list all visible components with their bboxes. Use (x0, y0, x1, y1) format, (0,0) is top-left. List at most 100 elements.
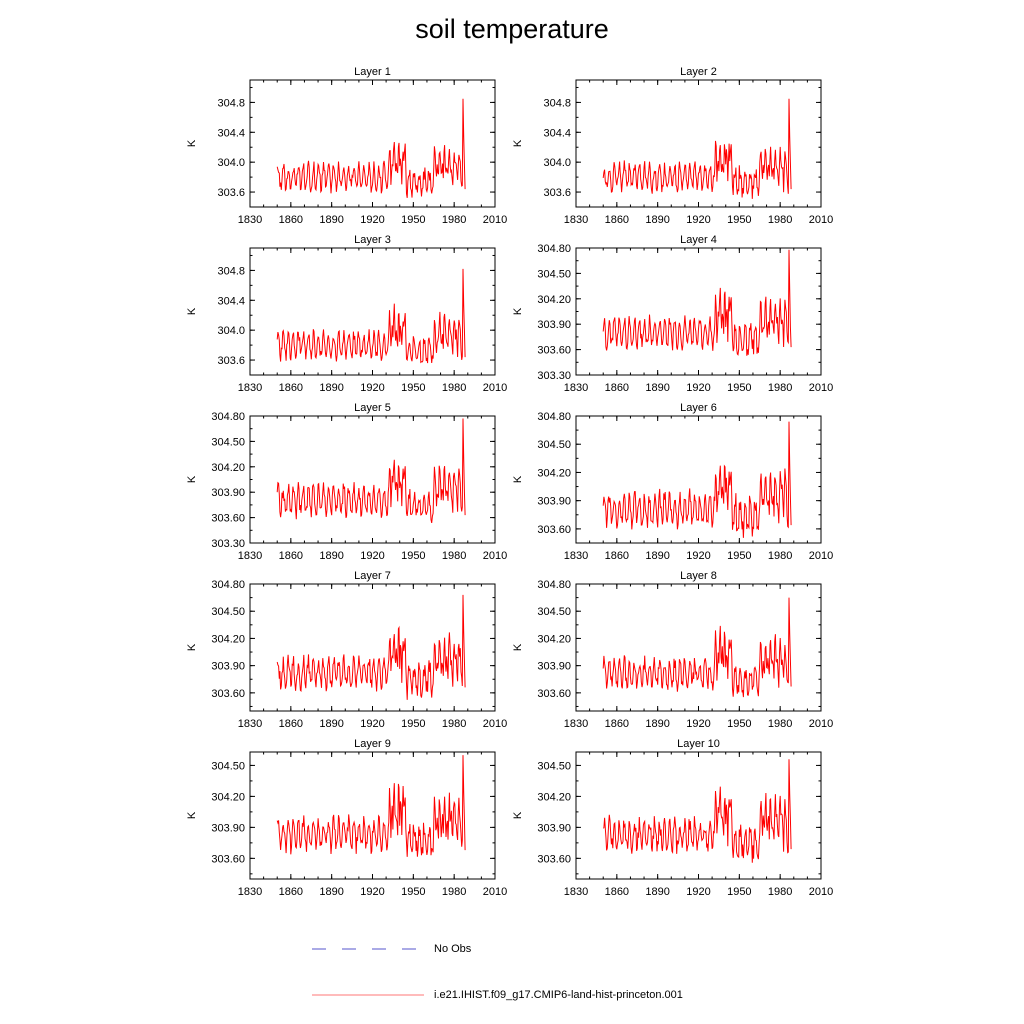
panel-title: Layer 1 (354, 66, 391, 78)
series-line (276, 594, 466, 700)
y-tick-label: 304.20 (211, 462, 245, 474)
x-tick-label: 1860 (279, 382, 303, 394)
panel-frame (575, 583, 822, 712)
legend-swatch-dashed (312, 948, 424, 950)
y-tick-label: 304.80 (211, 579, 245, 591)
x-tick-label: 1890 (319, 382, 343, 394)
y-axis-label: K (186, 643, 198, 651)
y-axis-label: K (186, 307, 198, 315)
x-tick-label: 1950 (401, 214, 425, 226)
x-tick-label: 1830 (564, 214, 588, 226)
x-tick-label: 1890 (319, 214, 343, 226)
y-tick-label: 303.90 (537, 319, 571, 331)
x-tick-label: 1890 (645, 382, 669, 394)
y-axis-label: K (186, 139, 198, 147)
y-tick-label: 303.90 (211, 487, 245, 499)
y-tick-label: 304.4 (543, 127, 571, 139)
y-tick-label: 303.60 (211, 513, 245, 525)
x-tick-label: 1860 (279, 550, 303, 562)
y-tick-label: 303.60 (537, 688, 571, 700)
figure-title: soil temperature (415, 14, 609, 44)
y-tick-label: 304.80 (537, 243, 571, 255)
panel-title: Layer 5 (354, 402, 391, 414)
x-tick-label: 1980 (442, 382, 466, 394)
x-tick-label: 1950 (727, 718, 751, 730)
series-line (276, 98, 466, 198)
x-tick-label: 1830 (238, 382, 262, 394)
x-tick-label: 1830 (564, 550, 588, 562)
x-tick-label: 2010 (483, 718, 507, 730)
y-tick-label: 304.50 (211, 606, 245, 618)
y-tick-label: 304.20 (211, 633, 245, 645)
x-tick-label: 1980 (768, 214, 792, 226)
y-tick-label: 303.90 (211, 661, 245, 673)
x-tick-label: 1830 (564, 886, 588, 898)
y-tick-label: 304.4 (217, 295, 245, 307)
x-tick-label: 2010 (483, 550, 507, 562)
y-tick-label: 304.20 (211, 791, 245, 803)
y-tick-label: 303.60 (537, 345, 571, 357)
y-tick-label: 303.90 (537, 822, 571, 834)
x-tick-label: 1890 (319, 550, 343, 562)
y-tick-label: 304.20 (537, 791, 571, 803)
x-tick-label: 1980 (442, 718, 466, 730)
legend-label-no-obs: No Obs (434, 943, 472, 955)
x-tick-label: 1830 (238, 886, 262, 898)
x-tick-label: 1830 (238, 718, 262, 730)
x-tick-label: 1950 (401, 886, 425, 898)
y-tick-label: 304.0 (217, 325, 245, 337)
x-tick-label: 1890 (319, 718, 343, 730)
y-tick-label: 303.30 (537, 370, 571, 382)
series-line (602, 759, 792, 863)
y-axis-label: K (512, 475, 524, 483)
x-tick-label: 1950 (727, 550, 751, 562)
x-tick-label: 1860 (279, 718, 303, 730)
series-line (602, 98, 792, 199)
x-tick-label: 1890 (645, 550, 669, 562)
x-tick-label: 1980 (442, 550, 466, 562)
y-axis-label: K (512, 139, 524, 147)
series-line (276, 268, 466, 364)
legend-swatch-solid (312, 994, 424, 996)
x-tick-label: 1920 (360, 718, 384, 730)
x-tick-label: 1920 (686, 886, 710, 898)
y-tick-label: 304.8 (217, 265, 245, 277)
y-axis-label: K (512, 811, 524, 819)
panel-title: Layer 6 (680, 402, 717, 414)
x-tick-label: 1920 (686, 550, 710, 562)
x-tick-label: 1860 (605, 886, 629, 898)
x-tick-label: 1980 (768, 550, 792, 562)
panel-title: Layer 10 (677, 738, 720, 750)
y-tick-label: 303.6 (217, 187, 245, 199)
x-tick-label: 1920 (686, 214, 710, 226)
x-tick-label: 1980 (442, 214, 466, 226)
x-tick-label: 1860 (605, 550, 629, 562)
y-tick-label: 304.8 (543, 97, 571, 109)
x-tick-label: 2010 (809, 382, 833, 394)
x-tick-label: 1860 (279, 886, 303, 898)
x-tick-label: 1950 (727, 382, 751, 394)
panel-title: Layer 2 (680, 66, 717, 78)
y-tick-label: 304.50 (537, 606, 571, 618)
legend-label-model-run: i.e21.IHIST.f09_g17.CMIP6-land-hist-prin… (434, 989, 683, 1001)
y-tick-label: 303.60 (211, 688, 245, 700)
panel-title: Layer 4 (680, 234, 717, 246)
y-tick-label: 303.60 (537, 524, 571, 536)
panel-title: Layer 3 (354, 234, 391, 246)
x-tick-label: 1860 (605, 718, 629, 730)
y-tick-label: 304.0 (217, 157, 245, 169)
series-line (276, 755, 466, 857)
series-line (276, 418, 466, 524)
y-tick-label: 304.80 (537, 411, 571, 423)
y-tick-label: 304.50 (537, 439, 571, 451)
panel-title: Layer 7 (354, 570, 391, 582)
y-tick-label: 303.90 (537, 496, 571, 508)
x-tick-label: 1830 (564, 718, 588, 730)
x-tick-label: 1950 (401, 550, 425, 562)
series-line (602, 421, 792, 538)
y-tick-label: 303.90 (537, 661, 571, 673)
panel-title: Layer 9 (354, 738, 391, 750)
y-tick-label: 304.80 (211, 411, 245, 423)
x-tick-label: 1860 (605, 382, 629, 394)
